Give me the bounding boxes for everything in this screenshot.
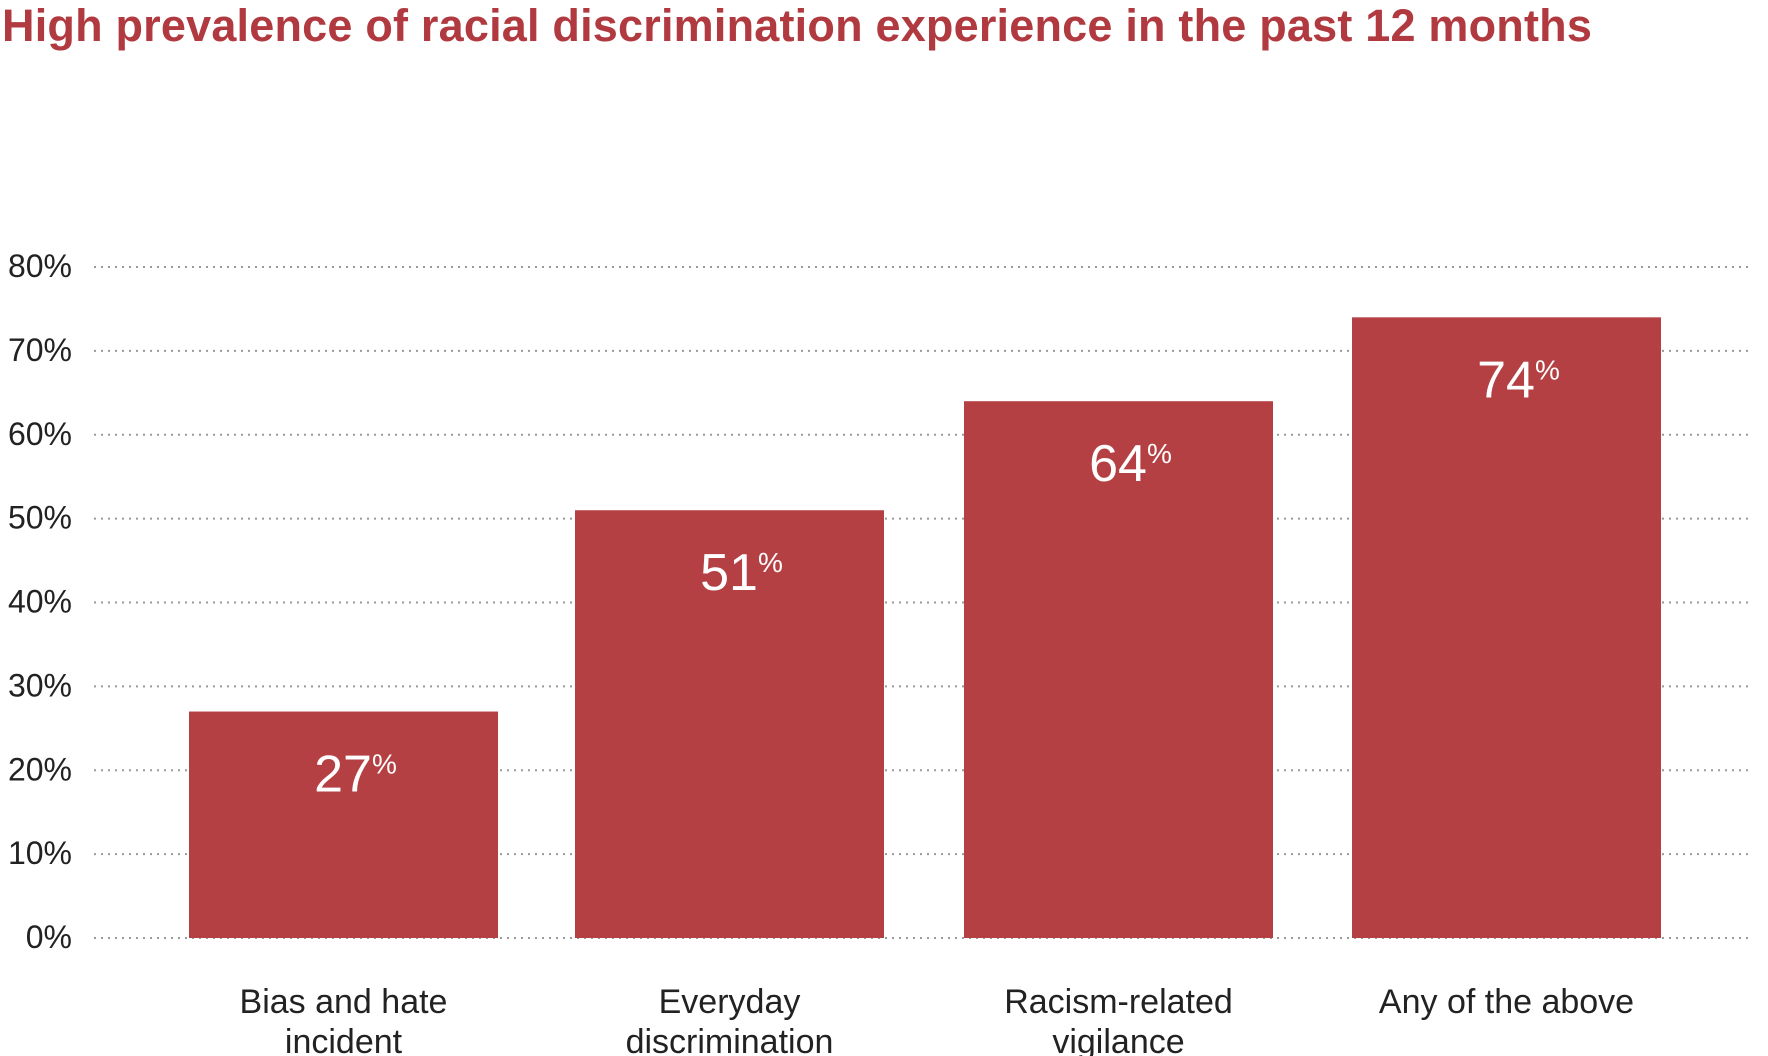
y-tick-label: 10% [8,835,72,871]
x-category-label: Everyday [659,983,801,1021]
y-tick-label: 80% [8,248,72,284]
chart-title: High prevalence of racial discrimination… [2,0,1593,51]
x-category-label: Bias and hate [240,983,448,1021]
y-tick-label: 40% [8,584,72,620]
x-category-label: vigilance [1052,1023,1184,1056]
x-category-label: incident [285,1023,403,1056]
bar [964,401,1273,938]
bar [1352,317,1661,938]
y-tick-label: 30% [8,667,72,703]
y-tick-label: 0% [26,919,72,955]
bar [575,510,884,938]
y-tick-label: 70% [8,332,72,368]
y-tick-label: 60% [8,416,72,452]
x-category-label: Any of the above [1379,983,1634,1021]
y-tick-label: 20% [8,751,72,787]
x-category-label: Racism-related [1004,983,1233,1021]
y-tick-label: 50% [8,500,72,536]
bar [189,711,498,938]
x-category-label: discrimination [626,1023,834,1056]
